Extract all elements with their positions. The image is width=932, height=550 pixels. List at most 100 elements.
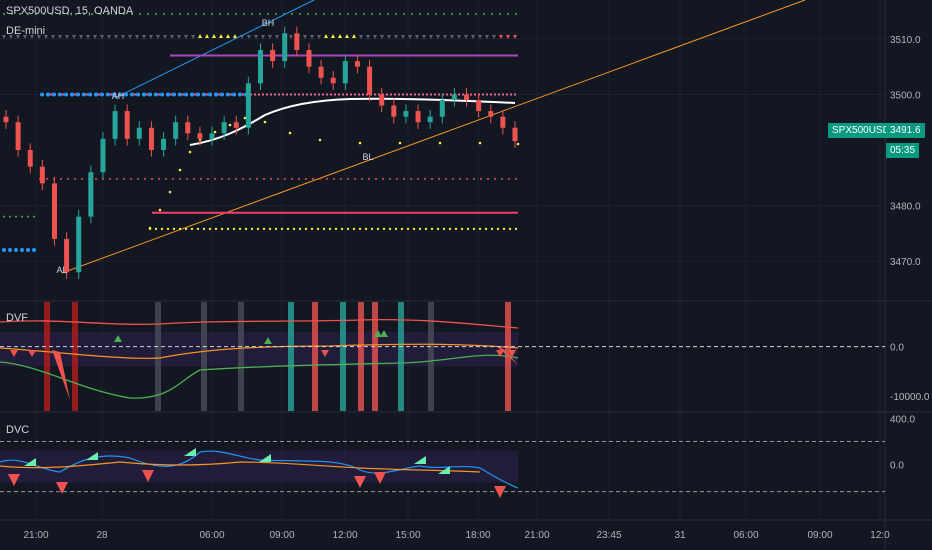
level-dot [274,227,278,231]
curve-dot [398,141,402,145]
signal-triangle [268,35,272,39]
level-dot [106,92,110,97]
dvf-mid-line [0,343,519,359]
dvf-label[interactable]: DVF [6,312,28,324]
candle-body [76,216,82,273]
signal-dot [395,13,397,15]
candle-body [245,83,251,128]
signal-triangle [100,35,104,39]
signal-triangle [219,34,223,38]
level-dot [123,177,125,180]
level-dot [94,92,98,97]
level-dot [160,227,164,231]
signal-dot [227,13,229,15]
swing-marker-label: AL [56,265,67,275]
signal-triangle [317,35,321,39]
countdown-tag[interactable]: 05:35 [886,143,920,158]
signal-dot [275,13,277,15]
signal-dot [203,13,205,15]
level-dot [298,227,302,231]
level-dot [166,92,170,97]
curve-dot [178,168,182,172]
signal-dot [139,13,141,15]
level-dot [328,227,332,231]
signal-dot [387,13,389,15]
signal-triangle [513,35,517,39]
level-dot [286,227,290,231]
dvc-label[interactable]: DVC [6,424,30,436]
signal-dot [323,13,325,15]
level-dot [220,227,224,231]
signal-triangle [23,35,27,39]
signal-dot [363,13,365,15]
indicator-name[interactable]: DE-mini [6,25,46,37]
level-dot [333,177,335,180]
signal-dot [307,13,309,15]
signal-triangle [394,35,398,39]
level-dot [196,92,200,97]
dvf-signal-bar [44,302,50,411]
level-dot [21,215,23,218]
signal-dot [187,13,189,15]
signal-dot [219,13,221,15]
level-dot [430,227,434,231]
level-dot [220,92,224,97]
signal-triangle [261,35,265,39]
level-dot [40,92,44,97]
candle-body [330,77,336,84]
level-dot [480,177,482,180]
symbol-title[interactable]: SPX500USD, 15, OANDA [6,5,134,17]
dvc-negative-fill [374,472,386,484]
level-dot [154,92,158,97]
signal-dot [19,13,21,15]
level-dot [418,227,422,231]
last-price-tag[interactable]: 3491.6 [886,123,925,138]
signal-triangle [345,34,349,38]
x-tick-label: 09:00 [269,530,294,541]
candle-body [439,100,445,117]
signal-triangle [457,35,461,39]
level-dot [100,92,104,97]
dvf-signal-bar [72,302,78,411]
level-dot [410,177,412,180]
level-dot [20,248,24,252]
signal-dot [419,13,421,15]
level-dot [178,227,182,231]
trend-line-blue [114,0,315,99]
signal-dot [43,13,45,15]
dvf-up-arrow [374,330,382,337]
signal-dot [259,13,261,15]
candle-body [415,111,421,123]
level-dot [322,227,326,231]
level-dot [3,215,5,218]
level-dot [70,92,74,97]
level-dot [202,92,206,97]
signal-triangle [121,35,125,39]
level-dot [238,227,242,231]
signal-dot [347,13,349,15]
signal-triangle [289,35,293,39]
level-dot [472,227,476,231]
signal-dot [331,13,333,15]
level-dot [406,227,410,231]
dvf-signal-bar [398,302,404,411]
dvf-up-arrow [380,330,388,337]
level-dot [46,92,50,97]
x-tick-label: 21:00 [524,530,549,541]
candle-body [209,133,215,139]
dvf-signal-bar [155,302,161,411]
level-dot [382,177,384,180]
level-dot [256,227,260,231]
level-dot [346,227,350,231]
signal-triangle [163,35,167,39]
signal-dot [459,13,461,15]
signal-dot [379,13,381,15]
symbol-price-tag[interactable]: SPX500USD [828,123,894,138]
candle-body [391,105,397,117]
level-dot [244,227,248,231]
swing-marker-label: BL [362,152,373,162]
signal-triangle [373,35,377,39]
level-dot [494,177,496,180]
level-dot [112,92,116,97]
